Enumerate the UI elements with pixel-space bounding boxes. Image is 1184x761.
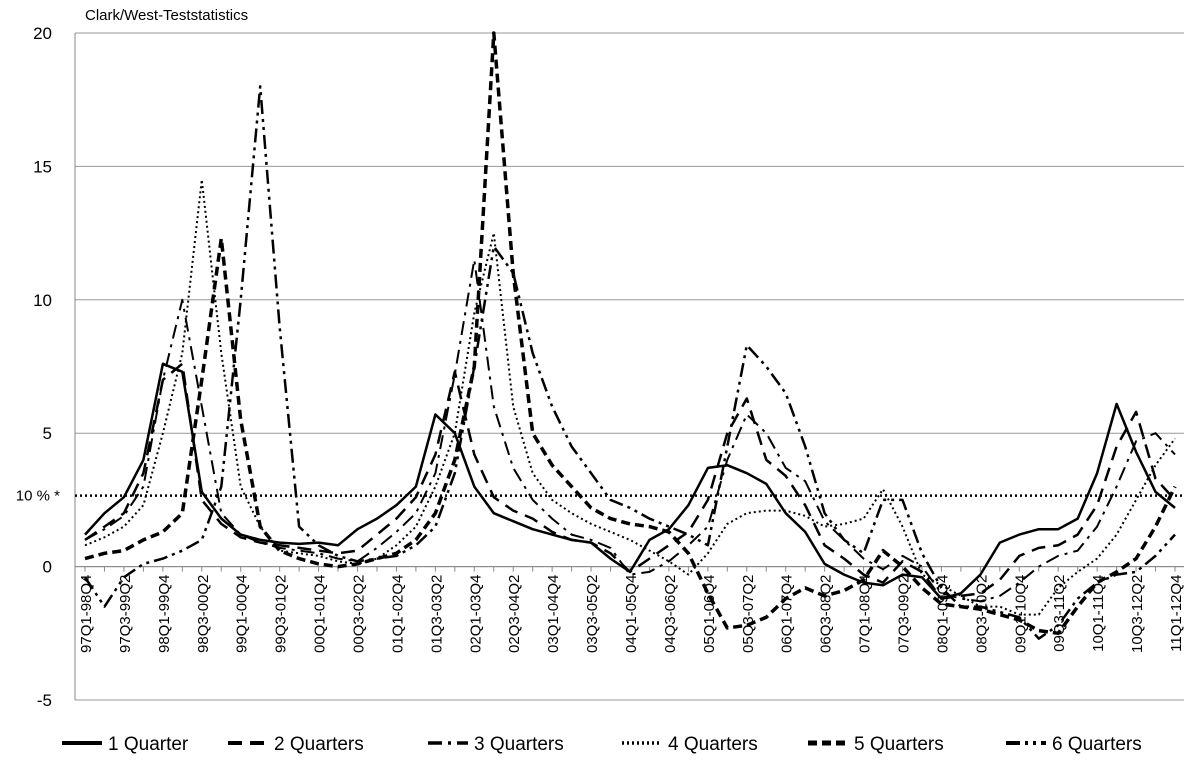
- x-tick-label: 02Q3-04Q2: [506, 575, 523, 653]
- x-tick-label: 00Q3-02Q2: [351, 575, 368, 653]
- x-tick-label: 06Q3-08Q2: [818, 575, 835, 653]
- x-tick-label: 10Q3-12Q2: [1129, 575, 1146, 653]
- legend-label: 1 Quarter: [108, 734, 189, 755]
- x-tick-label: 05Q3-07Q2: [740, 575, 757, 653]
- x-tick-label: 11Q1-12Q4: [1168, 575, 1184, 652]
- y-tick-label: 5: [43, 424, 52, 443]
- x-tick-label: 08Q3-10Q2: [973, 575, 990, 653]
- y-tick-label: 20: [33, 24, 52, 43]
- legend-label: 5 Quarters: [854, 734, 944, 755]
- x-tick-label: 02Q1-03Q4: [467, 575, 484, 653]
- x-tick-label: 07Q1-08Q4: [857, 575, 874, 653]
- y-tick-label: -5: [37, 691, 52, 710]
- y-axis-label: Clark/West-Teststatistics: [85, 7, 248, 24]
- x-tick-label: 03Q1-04Q4: [545, 575, 562, 653]
- y-tick-label: 0: [43, 558, 52, 577]
- x-tick-label: 01Q3-03Q2: [428, 575, 445, 653]
- legend-label: 2 Quarters: [274, 734, 364, 755]
- x-tick-label: 97Q1-98Q4: [78, 575, 95, 653]
- x-tick-label: 00Q1-01Q4: [312, 575, 329, 653]
- x-tick-label: 08Q1-09Q4: [934, 575, 951, 653]
- x-tick-label: 99Q1-00Q4: [234, 575, 251, 653]
- x-tick-label: 98Q3-00Q2: [195, 575, 212, 653]
- reference-label: 10 % *: [16, 488, 60, 505]
- legend-label: 3 Quarters: [474, 734, 564, 755]
- x-tick-label: 07Q3-09Q2: [896, 575, 913, 653]
- x-tick-label: 99Q3-01Q2: [273, 575, 290, 653]
- y-tick-label: 15: [33, 157, 52, 176]
- x-tick-label: 10Q1-11Q4: [1090, 575, 1107, 652]
- x-tick-label: 06Q1-07Q4: [779, 575, 796, 653]
- x-tick-label: 01Q1-02Q4: [389, 575, 406, 653]
- series-line: [84, 178, 1176, 616]
- x-tick-label: 98Q1-99Q4: [156, 575, 173, 653]
- x-tick-label: 04Q1-05Q4: [623, 575, 640, 653]
- legend-label: 4 Quarters: [668, 734, 758, 755]
- series-line: [84, 31, 1177, 636]
- x-tick-label: 09Q1-10Q4: [1012, 575, 1029, 653]
- series-line: [84, 362, 1176, 600]
- x-tick-label: 97Q3-99Q2: [117, 575, 134, 653]
- series-line: [84, 362, 1176, 600]
- series-line: [83, 85, 1176, 640]
- legend-label: 6 Quarters: [1052, 734, 1142, 755]
- series-line: [84, 258, 1176, 603]
- y-tick-label: 10: [33, 291, 52, 310]
- x-tick-label: 03Q3-05Q2: [584, 575, 601, 653]
- x-tick-label: 04Q3-06Q2: [662, 575, 679, 653]
- x-tick-label: 05Q1-06Q4: [701, 575, 718, 653]
